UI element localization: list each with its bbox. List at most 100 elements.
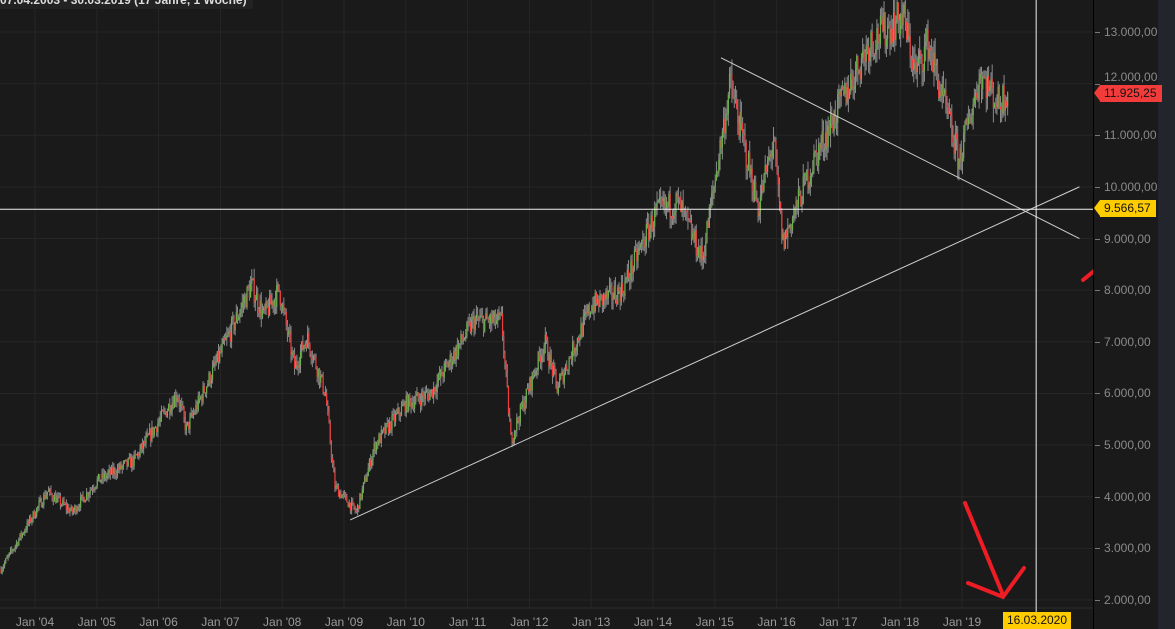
candle-body [263, 307, 265, 311]
candle-body [947, 106, 949, 114]
candle-body [225, 338, 227, 341]
candle-body [670, 216, 672, 218]
candle-body [611, 285, 613, 300]
candle-body [362, 482, 365, 489]
candle-body [711, 193, 713, 206]
candle-body [997, 86, 999, 109]
candle-body [402, 405, 404, 407]
candle-body [929, 48, 931, 50]
candle-body [75, 506, 77, 513]
candle-body [264, 307, 266, 310]
candle-body [766, 160, 769, 172]
candle-body [208, 373, 210, 384]
candle-body [679, 197, 681, 199]
candle-body [764, 165, 766, 174]
candle-body [245, 296, 247, 308]
candle-body [852, 79, 854, 90]
candle-body [607, 290, 609, 298]
candle-body [460, 334, 462, 344]
candle-body [592, 305, 594, 313]
candle-body [857, 56, 859, 74]
y-tick-label: 7.000,00 [1104, 334, 1151, 349]
candle-body [336, 485, 338, 487]
candle-body [699, 247, 701, 258]
candle-body [455, 345, 457, 360]
candle-body [330, 442, 333, 458]
candle-body [625, 278, 627, 281]
candle-body [705, 242, 707, 257]
candle-body [51, 493, 53, 499]
candle-body [819, 144, 821, 149]
candle-body [814, 150, 816, 153]
candle-body [34, 515, 37, 518]
candle-body [435, 391, 437, 393]
candle-body [279, 290, 281, 306]
candle-body [732, 89, 734, 99]
candle-body [127, 458, 129, 466]
candle-body [602, 294, 605, 306]
candle-body [148, 429, 151, 435]
candle-body [239, 313, 241, 318]
candle-body [948, 111, 951, 114]
candle-body [845, 83, 847, 103]
price-axis[interactable] [1093, 0, 1159, 629]
candle-body [763, 173, 765, 191]
candle-body [433, 387, 435, 398]
candle-body [784, 230, 786, 249]
candle-body [251, 278, 253, 284]
candle-body [569, 357, 571, 359]
candle-body [381, 429, 384, 431]
candle-body [384, 427, 386, 434]
candle-body [549, 354, 551, 367]
candle-body [777, 173, 779, 185]
candle-body [649, 228, 651, 240]
candle-body [676, 193, 678, 197]
candle-body [903, 4, 905, 14]
candle-body [553, 365, 555, 376]
candle-body [478, 319, 480, 321]
candle-body [576, 338, 579, 348]
candle-body [978, 78, 980, 100]
y-tick-label: 5.000,00 [1104, 438, 1151, 453]
side-scrollbar[interactable] [1158, 0, 1175, 629]
candle-body [374, 443, 376, 451]
candle-body [870, 32, 872, 51]
candle-body [278, 284, 280, 291]
candle-body [771, 149, 773, 158]
candle-body [650, 215, 652, 229]
candle-body [566, 365, 568, 370]
candle-body [806, 170, 808, 181]
candle-body [712, 191, 714, 194]
candle-body [856, 56, 858, 71]
candle-body [604, 294, 606, 301]
candle-body [421, 392, 423, 406]
candle-body [824, 149, 826, 151]
candle-body [347, 502, 349, 507]
candle-body [888, 25, 890, 27]
candle-body [9, 549, 12, 553]
candle-body [581, 324, 583, 336]
candle-body [1, 569, 3, 573]
candle-body [387, 423, 390, 433]
candle-body [800, 194, 802, 206]
candle-body [367, 468, 369, 477]
candle-body [719, 140, 721, 160]
candle-body [293, 354, 296, 369]
candle-body [796, 200, 798, 207]
candle-body [12, 550, 14, 552]
candle-body [1007, 93, 1009, 107]
candle-body [747, 152, 750, 171]
candle-body [513, 432, 516, 441]
candle-body [87, 492, 89, 497]
price-chart[interactable] [0, 0, 1093, 629]
candle-body [297, 365, 299, 368]
candle-body [583, 313, 586, 317]
candle-body [560, 374, 562, 379]
candle-body [750, 168, 752, 175]
candle-body [487, 319, 489, 321]
candle-body [158, 421, 160, 424]
candle-body [65, 503, 67, 510]
candle-body [473, 316, 475, 331]
candle-body [233, 317, 235, 331]
candle-body [658, 197, 661, 201]
